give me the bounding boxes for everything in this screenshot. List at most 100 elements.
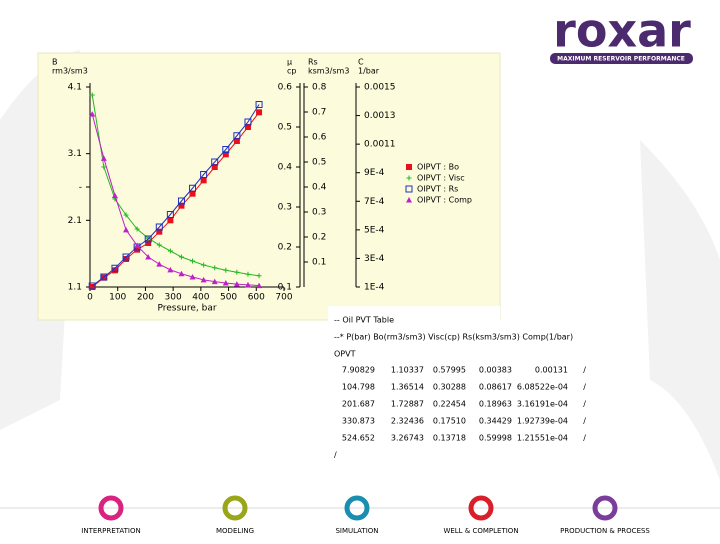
marker xyxy=(244,124,251,130)
table-cell: / xyxy=(583,434,586,443)
table-cell: 0.00383 xyxy=(479,366,512,375)
marker xyxy=(255,101,263,108)
marker xyxy=(167,248,173,254)
tick-label: 7E-4 xyxy=(364,197,385,207)
footer-icon xyxy=(222,495,248,521)
marker xyxy=(212,265,218,271)
marker xyxy=(111,267,118,274)
x-tick-label: 400 xyxy=(192,293,209,303)
tick-label: 9E-4 xyxy=(364,168,385,178)
legend-label: OIPVT : Bo xyxy=(417,163,459,172)
series-line xyxy=(91,114,260,287)
table-box xyxy=(328,306,500,464)
marker xyxy=(111,264,119,272)
x-tick-label: 500 xyxy=(220,293,237,303)
marker xyxy=(100,273,108,281)
marker xyxy=(233,138,240,144)
footer-label: INTERPRETATION xyxy=(81,527,140,535)
legend-label: OIPVT : Comp xyxy=(417,196,472,205)
table-cell: 1.10337 xyxy=(391,366,424,375)
table-cell: 0.59998 xyxy=(479,434,512,443)
marker xyxy=(167,217,174,224)
table-cell: 0.22454 xyxy=(433,400,466,409)
table-cell: 7.90829 xyxy=(342,366,375,375)
marker xyxy=(189,274,196,280)
tick-label: 0.2 xyxy=(312,233,326,243)
x-tick-label: 100 xyxy=(109,293,126,303)
axis-title: C xyxy=(358,58,364,67)
x-tick-label: 200 xyxy=(137,293,154,303)
marker xyxy=(190,258,196,264)
table-cell: 524.652 xyxy=(342,434,375,443)
logo: roxar xyxy=(553,4,691,58)
series-line xyxy=(91,104,260,287)
marker xyxy=(211,164,218,170)
tick-label: 3.1 xyxy=(68,149,82,159)
table-cell: 2.32436 xyxy=(391,417,424,426)
table-line: -- Oil PVT Table xyxy=(334,316,394,325)
table-cell: / xyxy=(583,383,586,392)
tick-label: 0.4 xyxy=(278,163,293,173)
marker xyxy=(178,270,185,277)
marker xyxy=(156,242,162,248)
marker xyxy=(89,284,96,290)
background-swoosh xyxy=(640,140,720,480)
table-cell: 0.00131 xyxy=(535,366,568,375)
pvt-table: -- Oil PVT Table --* P(bar) Bo(rm3/sm3) V… xyxy=(334,316,586,460)
series-line xyxy=(91,94,260,277)
legend-marker xyxy=(406,175,412,181)
marker xyxy=(123,256,130,262)
axis-unit: 1/bar xyxy=(358,67,380,76)
tick-label: 5E-4 xyxy=(364,225,385,235)
table-cell: 0.30288 xyxy=(433,383,466,392)
table-cell: 0.57995 xyxy=(433,366,466,375)
table-cell: 201.687 xyxy=(342,400,375,409)
table-cell: / xyxy=(583,400,586,409)
footer-label: WELL & COMPLETION xyxy=(443,527,518,535)
table-cell: 6.08522e-04 xyxy=(517,383,568,392)
table-cell: 1.21551e-04 xyxy=(517,434,568,443)
footer: INTERPRETATION MODELING SIMULATION WELL & C… xyxy=(81,495,650,535)
table-cell: 1.92739e-04 xyxy=(517,417,568,426)
marker xyxy=(245,271,251,277)
table-cell: 3.16191e-04 xyxy=(517,400,568,409)
axis-title: μ xyxy=(287,58,292,67)
axis-title: Rs xyxy=(308,58,318,67)
tick-label: 0.4 xyxy=(312,183,327,193)
x-axis-title: Pressure, bar xyxy=(157,304,216,314)
marker xyxy=(145,254,152,260)
series-line xyxy=(91,112,260,288)
marker xyxy=(134,226,140,232)
marker xyxy=(256,273,262,279)
marker xyxy=(222,280,229,286)
marker xyxy=(178,202,185,209)
x-tick-label: 600 xyxy=(248,293,265,303)
marker xyxy=(89,111,96,117)
tick-label: 3E-4 xyxy=(364,254,385,264)
marker xyxy=(234,269,240,275)
marker xyxy=(211,278,218,285)
marker xyxy=(167,266,174,273)
marker xyxy=(189,190,196,197)
x-tick-label: 700 xyxy=(275,293,292,303)
marker xyxy=(178,254,184,260)
marker xyxy=(123,212,129,218)
axis-title: B xyxy=(52,58,58,67)
tick-label: 0.7 xyxy=(312,108,326,118)
legend-marker xyxy=(405,185,413,193)
tick-label: 0.0015 xyxy=(364,83,396,93)
footer-label: PRODUCTION & PROCESS xyxy=(560,527,650,535)
axis-unit: rm3/sm3 xyxy=(52,67,88,76)
marker xyxy=(122,253,130,261)
marker xyxy=(201,262,207,268)
marker xyxy=(244,281,251,288)
marker xyxy=(88,282,96,290)
marker xyxy=(123,226,130,233)
table-line: OPVT xyxy=(334,350,356,359)
tick-label: 2.1 xyxy=(68,216,82,226)
legend-label: OIPVT : Rs xyxy=(417,185,458,194)
legend-marker xyxy=(406,197,412,203)
table-cell: 1.72887 xyxy=(391,400,424,409)
tick-label: 0.8 xyxy=(312,83,327,93)
